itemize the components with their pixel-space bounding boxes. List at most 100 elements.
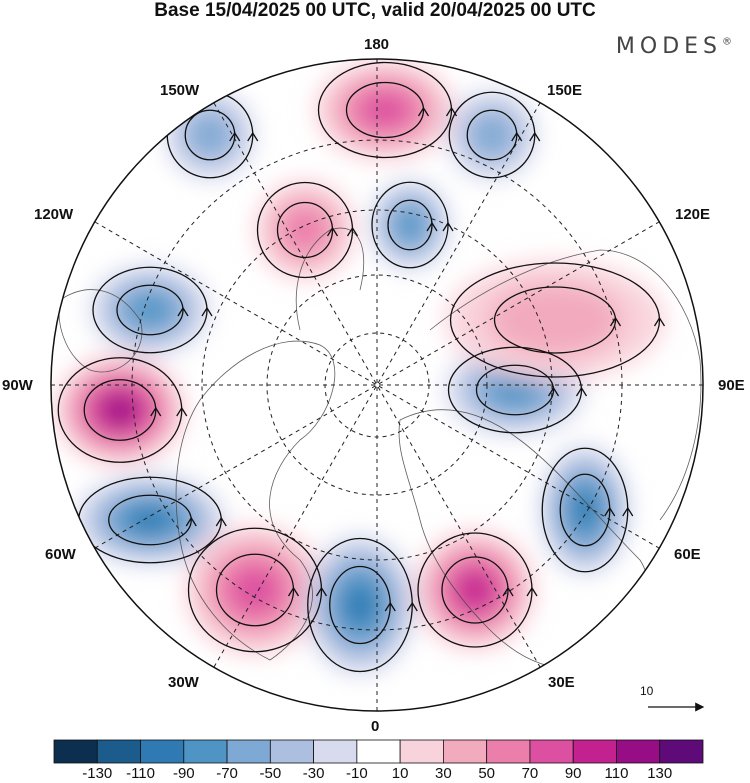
anomaly-150e-negative (472, 115, 512, 155)
anomaly-60w-negative (128, 507, 172, 533)
streamline-arrow (247, 131, 259, 142)
streamline-arrow (511, 131, 523, 142)
colorbar-tick-label: -70 (216, 765, 238, 782)
streamline (417, 532, 533, 648)
streamline (449, 262, 661, 378)
modes-logo: MODES® (616, 34, 732, 59)
streamline (559, 473, 611, 547)
streamline-arrow (622, 506, 634, 517)
colorbar-tick-label: -130 (82, 765, 113, 782)
streamline (276, 201, 334, 259)
colorbar-tick-label: -110 (126, 765, 155, 782)
lon-label-60e: 60E (674, 546, 701, 563)
streamline-arrow (176, 406, 188, 417)
lon-label-180: 180 (364, 36, 390, 53)
anomaly-165w-positive (282, 207, 328, 253)
streamline (345, 81, 425, 139)
colorbar-swatch (96, 739, 141, 764)
anomaly-pole-sector-180-positive (360, 92, 410, 128)
colorbar-swatch (183, 739, 228, 764)
streamline-arrow (326, 226, 339, 237)
registered-mark: ® (722, 36, 732, 48)
reference-wind-value: 10 (640, 684, 654, 698)
streamline-arrow (529, 131, 541, 142)
streamline-arrow (150, 406, 162, 417)
colorbar-tick-label: 10 (391, 765, 409, 782)
streamline (329, 565, 391, 645)
streamline-arrow (604, 506, 616, 517)
streamline (466, 109, 518, 161)
colorbar-swatch (226, 739, 271, 764)
lon-label-150w: 150W (160, 82, 200, 99)
map-border (50, 58, 704, 712)
streamline-arrow (575, 386, 588, 397)
streamline (441, 556, 509, 624)
streamline-arrow (229, 131, 241, 142)
anomaly-east-siberia-negative (396, 209, 424, 241)
colorbar-tick-label: -30 (302, 765, 325, 782)
lon-label-90w: 90W (2, 377, 33, 394)
lon-label-150e: 150E (547, 82, 583, 99)
colorbar-swatch (616, 739, 661, 764)
colorbar-tick-label: -50 (259, 765, 282, 782)
streamline (317, 61, 453, 159)
streamline-arrow (201, 306, 213, 317)
chart-title: Base 15/04/2025 00 UTC, valid 20/04/2025… (154, 0, 596, 21)
anomaly-mediterranean-positive (457, 572, 493, 608)
colorbar-swatch (572, 739, 617, 764)
streamline (307, 537, 413, 673)
anomaly-90w-positive (104, 396, 136, 424)
streamline-arrow (426, 221, 438, 232)
colorbar-tick-label: 70 (521, 765, 539, 782)
lon-label-30e: 30E (548, 674, 575, 691)
colorbar-swatch (269, 739, 315, 764)
streamline (371, 181, 449, 269)
lon-label-120w: 120W (34, 206, 74, 223)
colorbar-tick-label: 30 (435, 765, 452, 782)
lon-label-60w: 60W (45, 546, 76, 563)
graticule (51, 59, 703, 711)
colorbar-swatch (442, 739, 488, 764)
colorbar-swatch (356, 739, 401, 764)
anomaly-europe-negative (344, 585, 376, 625)
streamline-arrow (384, 601, 396, 612)
colorbar-swatch (140, 739, 185, 764)
streamline (448, 91, 536, 179)
streamline (83, 379, 157, 441)
anomaly-atlantic-positive (230, 567, 280, 613)
streamline-arrow (177, 306, 189, 317)
anomaly-asia-positive (487, 283, 623, 357)
colorbar-tick-label: 50 (478, 765, 495, 782)
lon-label-30w: 30W (168, 674, 199, 691)
colorbar-swatch (529, 739, 574, 764)
streamline-arrow (547, 386, 560, 397)
streamline (108, 494, 192, 546)
streamline (256, 181, 354, 279)
streamline-arrow (315, 586, 328, 597)
streamline-arrow (417, 106, 430, 117)
colorbar (53, 739, 704, 764)
colorbar-swatch (659, 739, 704, 764)
streamline-arrow (442, 221, 454, 232)
brand-text: MODES (615, 34, 722, 59)
colorbar-tick-label: -10 (346, 765, 368, 782)
streamline-arrow (609, 316, 622, 327)
colorbar-swatch (53, 739, 98, 764)
colorbar-tick-label: 90 (564, 765, 582, 782)
streamline-arrow (653, 316, 666, 327)
streamline (541, 447, 629, 573)
colorbar-tick-label: -90 (172, 765, 195, 782)
streamline-arrow (502, 586, 514, 597)
streamline (447, 346, 583, 434)
streamline (215, 553, 295, 627)
streamline (116, 284, 184, 336)
streamline-arrow (215, 516, 227, 527)
streamline (184, 109, 236, 161)
streamline (475, 364, 555, 416)
streamline (387, 199, 433, 251)
streamline-arrow (346, 226, 359, 237)
colorbar-swatch (399, 739, 444, 764)
streamline-arrow (185, 516, 197, 527)
streamline (187, 527, 323, 653)
